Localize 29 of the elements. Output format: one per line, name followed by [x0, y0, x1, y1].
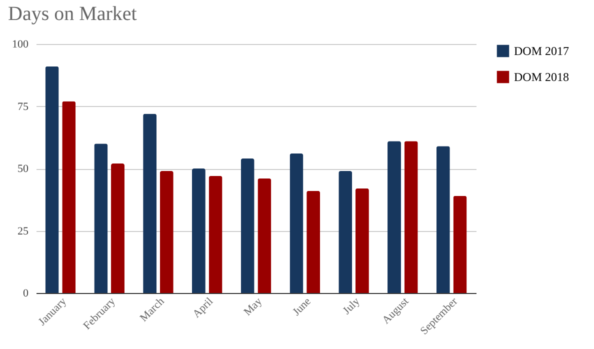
bar — [94, 144, 108, 293]
bar — [388, 141, 401, 293]
bar — [453, 196, 467, 293]
bar — [258, 178, 272, 293]
y-tick-label: 0 — [23, 288, 29, 300]
bar — [436, 146, 450, 293]
bar — [143, 114, 157, 293]
bar — [62, 101, 76, 293]
bar — [290, 154, 304, 293]
x-tick-label: May — [242, 295, 265, 318]
bar — [192, 168, 206, 293]
legend-label: DOM 2018 — [514, 70, 570, 84]
legend-label: DOM 2017 — [514, 44, 570, 58]
bar — [208, 176, 222, 293]
chart-title: Days on Market — [8, 3, 138, 25]
bar — [404, 141, 418, 293]
bar — [240, 158, 254, 293]
y-tick-label: 100 — [12, 38, 29, 50]
bar — [160, 170, 174, 293]
y-tick-label: 75 — [18, 100, 29, 113]
x-tick-label: July — [340, 295, 363, 317]
y-tick-label: 50 — [18, 163, 29, 175]
x-tick-label: June — [290, 295, 314, 318]
bar — [111, 164, 124, 293]
bar — [355, 188, 369, 293]
bar — [338, 170, 352, 293]
bar — [45, 66, 59, 293]
y-tick-label: 25 — [18, 225, 29, 238]
bar — [306, 190, 320, 293]
